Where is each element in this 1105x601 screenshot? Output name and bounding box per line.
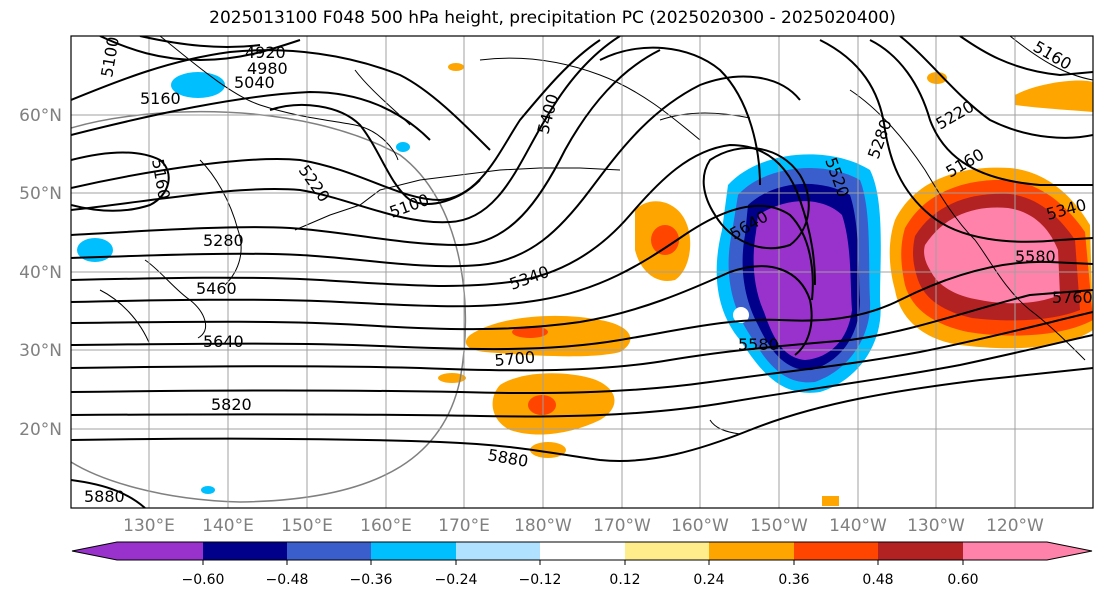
colorbar-tick-label: 0.24 [693, 572, 724, 588]
colorbar-bin [203, 542, 287, 560]
lon-label: 140°W [829, 516, 887, 536]
colorbar-bin [540, 542, 625, 560]
colorbar-max-extension [1047, 542, 1092, 560]
lon-label: 130°W [907, 516, 965, 536]
colorbar-tick-label: −0.60 [182, 572, 225, 588]
height-contours [71, 36, 1093, 508]
contour-label: 5880 [84, 487, 125, 506]
lon-label: 160°W [671, 516, 729, 536]
lat-label: 60°N [19, 106, 62, 126]
contour-label: 5760 [1052, 288, 1093, 307]
graticule [71, 36, 1093, 508]
contour-label: 5640 [203, 332, 244, 351]
colorbar-bin [709, 542, 794, 560]
colorbar-bin [287, 542, 371, 560]
lat-label: 50°N [19, 184, 62, 204]
contour-label: 5280 [203, 231, 244, 250]
colorbar-tick-label: 0.12 [609, 572, 640, 588]
contour-label: 5040 [234, 73, 275, 92]
colorbar-bin [625, 542, 709, 560]
lon-label: 150°W [750, 516, 808, 536]
colorbar-tick-label: −0.36 [350, 572, 393, 588]
lon-label: 180°W [514, 516, 572, 536]
contour-label: 4980 [247, 59, 288, 78]
lon-label: 170°W [593, 516, 651, 536]
contour-label: 5700 [494, 348, 536, 370]
map-frame [70, 35, 1094, 509]
contour-label: 5460 [196, 279, 237, 298]
colorbar-tick-label: −0.48 [266, 572, 309, 588]
contour-label: 4920 [245, 43, 286, 62]
lon-label: 150°E [281, 516, 333, 536]
contour-label: 5160 [140, 89, 181, 108]
lat-label: 20°N [19, 420, 62, 440]
colorbar-tick-label: 0.36 [778, 572, 809, 588]
colorbar-tick-label: 0.60 [947, 572, 978, 588]
colorbar-bin [963, 542, 1047, 560]
lon-label: 140°E [202, 516, 254, 536]
longitude-labels: 130°E 140°E 150°E 160°E 170°E 180°W 170°… [123, 516, 1044, 536]
latitude-labels: 60°N 50°N 40°N 30°N 20°N [19, 106, 62, 440]
contour-label: 5580 [738, 335, 779, 354]
contour-label: 5820 [211, 395, 252, 414]
contour-label: 5580 [1015, 247, 1056, 266]
colorbar-bin [117, 542, 203, 560]
lon-label: 170°E [438, 516, 490, 536]
colorbar-bin [794, 542, 878, 560]
colorbar-tick-label: 0.48 [862, 572, 893, 588]
colorbar-min-extension [72, 542, 117, 560]
colorbar-bin [878, 542, 963, 560]
lat-label: 30°N [19, 341, 62, 361]
colorbar-bin [371, 542, 456, 560]
lon-label: 120°W [986, 516, 1044, 536]
lon-label: 130°E [123, 516, 175, 536]
great-circle [71, 110, 467, 503]
colorbar-tick-label: −0.24 [435, 572, 478, 588]
colorbar-outline [71, 541, 1093, 561]
map-title: 2025013100 F048 500 hPa height, precipit… [209, 8, 896, 28]
colorbar: −0.60 −0.48 −0.36 −0.24 −0.12 0.12 0.24 … [71, 541, 1093, 588]
lat-label: 40°N [19, 263, 62, 283]
colorbar-bin [456, 542, 540, 560]
lon-label: 160°E [360, 516, 412, 536]
colorbar-tick-label: −0.12 [519, 572, 562, 588]
